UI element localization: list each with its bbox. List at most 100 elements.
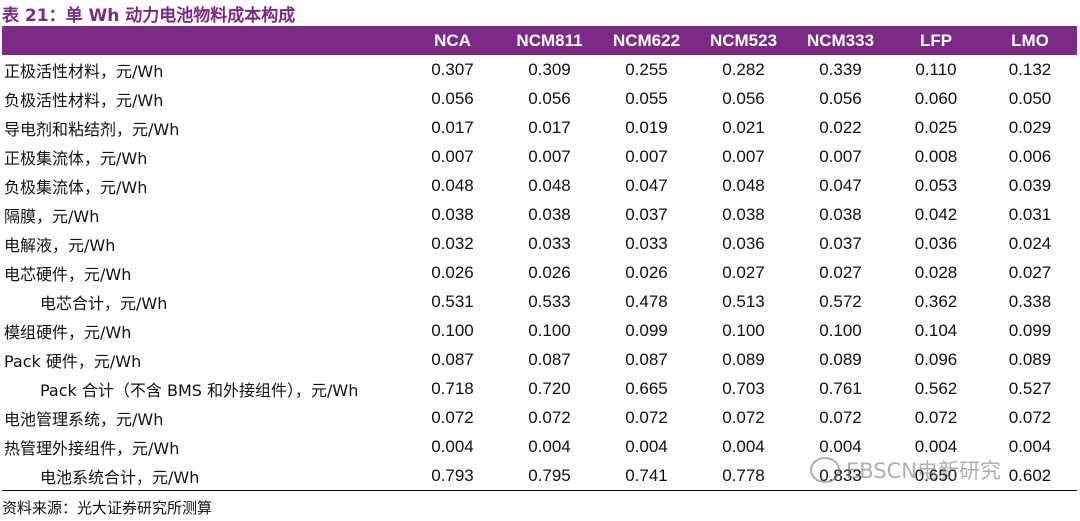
- cell-value: 0.089: [819, 349, 862, 369]
- cell-value: 0.099: [1008, 320, 1052, 340]
- cell-value: 0.087: [431, 349, 474, 369]
- table-row: 负极集流体，元/Wh 0.048 0.048 0.047 0.048 0.047 0.053…: [2, 171, 1077, 200]
- table-row: 电池系统合计，元/Wh 0.793 0.795 0.741 0.778 0.833 0.65…: [2, 461, 1077, 491]
- table-row: Pack 合计（不含 BMS 和外接组件），元/Wh 0.718 0.720 0.66…: [2, 374, 1077, 403]
- cell-value: 0.036: [914, 233, 958, 253]
- cell-value: 0.026: [625, 262, 668, 282]
- table-row: 电芯硬件，元/Wh 0.026 0.026 0.026 0.027 0.027 0.028 0…: [2, 258, 1077, 287]
- cell-value: 0.055: [625, 88, 668, 108]
- cell-value: 0.019: [625, 117, 668, 137]
- table-row: 正极集流体，元/Wh 0.007 0.007 0.007 0.007 0.007 0.008…: [2, 142, 1077, 171]
- cell-value: 0.033: [625, 233, 668, 253]
- cell-value: 0.025: [914, 117, 958, 137]
- cell-value: 0.007: [625, 146, 668, 166]
- cell-value: 0.056: [431, 88, 474, 108]
- row-label: 电池管理系统，元/Wh: [4, 409, 164, 429]
- cell-value: 0.004: [914, 436, 958, 456]
- cell-value: 0.572: [819, 291, 862, 311]
- cell-value: 0.039: [1008, 175, 1052, 195]
- table-row: 电芯合计，元/Wh 0.531 0.533 0.478 0.513 0.572 0.362 0…: [2, 287, 1077, 316]
- cell-value: 0.004: [431, 436, 474, 456]
- row-label: 负极活性材料，元/Wh: [4, 90, 164, 110]
- table-row: 负极活性材料，元/Wh 0.056 0.056 0.055 0.056 0.056 0.06…: [2, 84, 1077, 113]
- cell-value: 0.527: [1008, 378, 1052, 398]
- cell-value: 0.021: [722, 117, 765, 137]
- cell-value: 0.096: [914, 349, 958, 369]
- row-label: 正极集流体，元/Wh: [4, 148, 148, 168]
- cell-value: 0.072: [914, 407, 958, 427]
- cell-value: 0.307: [431, 59, 474, 79]
- cell-value: 0.007: [431, 146, 474, 166]
- cell-value: 0.562: [914, 378, 958, 398]
- cell-value: 0.072: [431, 407, 474, 427]
- cell-value: 0.024: [1008, 233, 1052, 253]
- cell-value: 0.056: [722, 88, 765, 108]
- row-label: 电芯合计，元/Wh: [40, 293, 168, 313]
- cell-value: 0.720: [528, 378, 571, 398]
- cost-table: NCA NCM811 NCM622 NCM523 NCM333 LFP LMO …: [2, 26, 1077, 491]
- cell-value: 0.048: [528, 175, 571, 195]
- row-label: 隔膜，元/Wh: [4, 206, 100, 226]
- cell-value: 0.026: [431, 262, 474, 282]
- table-row: 电池管理系统，元/Wh 0.072 0.072 0.072 0.072 0.072 0.07…: [2, 403, 1077, 432]
- cell-value: 0.007: [722, 146, 765, 166]
- table-row: Pack 硬件，元/Wh 0.087 0.087 0.087 0.089 0.089 0.0…: [2, 345, 1077, 374]
- cell-value: 0.099: [625, 320, 668, 340]
- cell-value: 0.338: [1008, 291, 1052, 311]
- table-row: 正极活性材料，元/Wh 0.307 0.309 0.255 0.282 0.339 0.11…: [2, 55, 1077, 84]
- cell-value: 0.110: [915, 59, 957, 79]
- cell-value: 0.309: [528, 59, 571, 79]
- cell-value: 0.089: [1008, 349, 1052, 369]
- cell-value: 0.038: [722, 204, 765, 224]
- row-label: Pack 合计（不含 BMS 和外接组件），元/Wh: [40, 380, 359, 400]
- row-label: 模组硬件，元/Wh: [4, 322, 132, 342]
- row-label: 正极活性材料，元/Wh: [4, 61, 164, 81]
- cell-value: 0.047: [819, 175, 862, 195]
- cell-value: 0.004: [528, 436, 571, 456]
- cell-value: 0.793: [404, 461, 501, 491]
- cell-value: 0.060: [914, 88, 958, 108]
- header-corner: [2, 26, 404, 55]
- cell-value: 0.072: [722, 407, 765, 427]
- row-label: 电解液，元/Wh: [4, 235, 116, 255]
- cell-value: 0.004: [819, 436, 862, 456]
- cell-value: 0.056: [819, 88, 862, 108]
- cell-value: 0.042: [914, 204, 958, 224]
- cell-value: 0.036: [722, 233, 765, 253]
- cell-value: 0.282: [722, 59, 765, 79]
- header-nca: NCA: [404, 26, 501, 55]
- cell-value: 0.038: [431, 204, 474, 224]
- row-label: 负极集流体，元/Wh: [4, 177, 148, 197]
- table-row: 隔膜，元/Wh 0.038 0.038 0.037 0.038 0.038 0.042 0.0…: [2, 200, 1077, 229]
- cell-value: 0.048: [722, 175, 765, 195]
- cell-value: 0.004: [1008, 436, 1052, 456]
- cell-value: 0.100: [819, 320, 862, 340]
- cell-value: 0.050: [1008, 88, 1052, 108]
- cell-value: 0.053: [914, 175, 958, 195]
- source-note: 资料来源：光大证券研究所测算: [2, 499, 213, 517]
- cell-value: 0.072: [1008, 407, 1052, 427]
- cell-value: 0.038: [528, 204, 571, 224]
- cell-value: 0.531: [431, 291, 474, 311]
- cell-value: 0.007: [819, 146, 862, 166]
- cell-value: 0.007: [528, 146, 571, 166]
- row-label: 电池系统合计，元/Wh: [2, 461, 404, 491]
- table-title: 表 21：单 Wh 动力电池物料成本构成: [2, 6, 296, 26]
- row-label: 导电剂和粘结剂，元/Wh: [4, 119, 180, 139]
- header-row: NCA NCM811 NCM622 NCM523 NCM333 LFP LMO: [2, 26, 1077, 55]
- cell-value: 0.004: [722, 436, 765, 456]
- cell-value: 0.533: [528, 291, 571, 311]
- cell-value: 0.100: [431, 320, 474, 340]
- cell-value: 0.006: [1008, 146, 1052, 166]
- cell-value: 0.089: [722, 349, 765, 369]
- cell-value: 0.022: [819, 117, 862, 137]
- cell-value: 0.104: [914, 320, 958, 340]
- header-lmo: LMO: [983, 26, 1077, 55]
- cell-value: 0.048: [431, 175, 474, 195]
- cell-value: 0.047: [625, 175, 668, 195]
- cell-value: 0.741: [598, 461, 695, 491]
- cell-value: 0.132: [1008, 59, 1052, 79]
- cell-value: 0.100: [528, 320, 571, 340]
- row-label: 热管理外接组件，元/Wh: [4, 438, 180, 458]
- wechat-icon: [810, 457, 840, 483]
